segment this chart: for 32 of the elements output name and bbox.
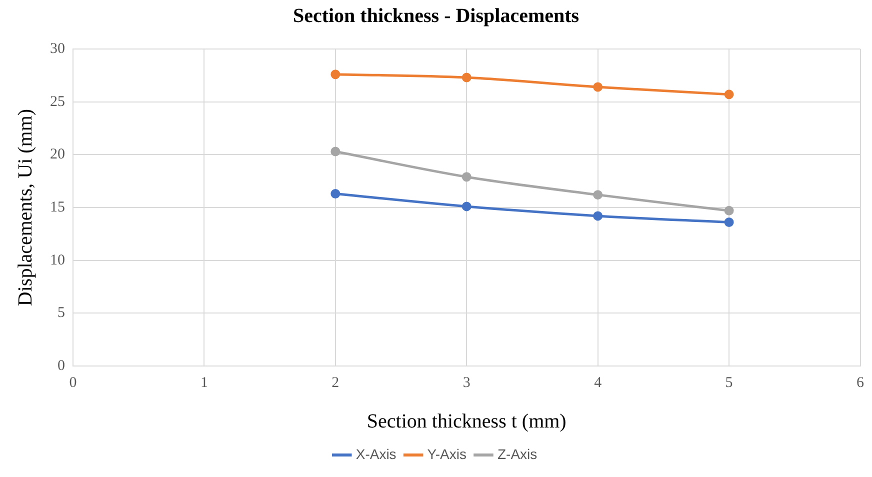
x-tick-label: 1 xyxy=(200,374,208,391)
y-tick-label: 10 xyxy=(50,252,65,268)
y-tick-label: 15 xyxy=(50,199,65,216)
x-tick-label: 4 xyxy=(594,374,602,391)
point xyxy=(593,211,603,221)
x-tick-label: 2 xyxy=(332,374,340,391)
legend-label: Y-Axis xyxy=(427,446,466,462)
point xyxy=(724,218,734,228)
point xyxy=(593,82,603,92)
point xyxy=(724,206,734,216)
x-tick-label: 5 xyxy=(725,374,733,391)
point xyxy=(462,72,472,82)
point xyxy=(593,190,603,200)
y-axis-title: Displacements, Ui (mm) xyxy=(14,108,36,306)
x-tick-label: 6 xyxy=(856,374,864,391)
point xyxy=(330,146,340,156)
point xyxy=(462,202,472,212)
point xyxy=(330,189,340,199)
legend-label: X-Axis xyxy=(356,446,396,462)
y-tick-label: 25 xyxy=(50,94,65,110)
x-tick-label: 0 xyxy=(69,374,77,391)
point xyxy=(462,172,472,182)
point xyxy=(330,70,340,80)
y-tick-label: 0 xyxy=(58,358,65,374)
point xyxy=(724,90,734,100)
y-tick-label: 30 xyxy=(50,40,65,57)
x-tick-label: 3 xyxy=(462,374,470,391)
legend-label: Z-Axis xyxy=(497,446,538,462)
x-axis-title: Section thickness t (mm) xyxy=(366,410,566,432)
chart-title: Section thickness - Displacements xyxy=(292,5,580,28)
y-tick-label: 5 xyxy=(58,305,65,322)
y-tick-label: 20 xyxy=(50,146,65,163)
